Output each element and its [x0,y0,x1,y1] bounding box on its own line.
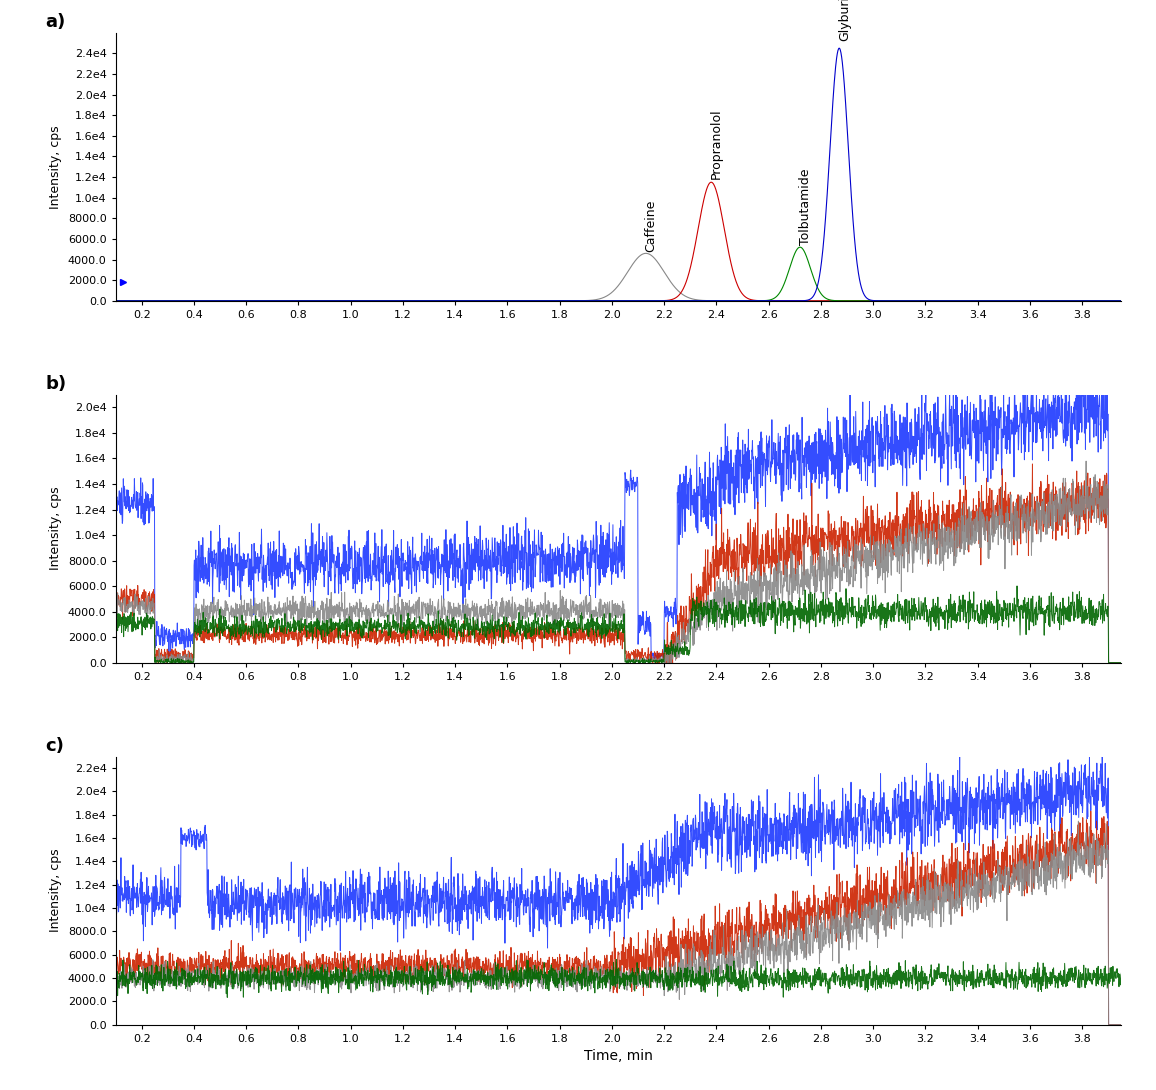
Y-axis label: Intensity, cps: Intensity, cps [50,849,62,932]
Text: Glyburide: Glyburide [838,0,851,41]
Text: a): a) [45,13,66,32]
X-axis label: Time, min: Time, min [584,1050,653,1063]
Y-axis label: Intensity, cps: Intensity, cps [50,125,62,208]
Text: Propranolol: Propranolol [710,109,722,179]
Text: Caffeine: Caffeine [645,199,658,252]
Text: c): c) [45,737,64,755]
Text: b): b) [45,375,66,393]
Text: Tolbutamide: Tolbutamide [799,169,812,245]
Y-axis label: Intensity, cps: Intensity, cps [50,487,62,570]
